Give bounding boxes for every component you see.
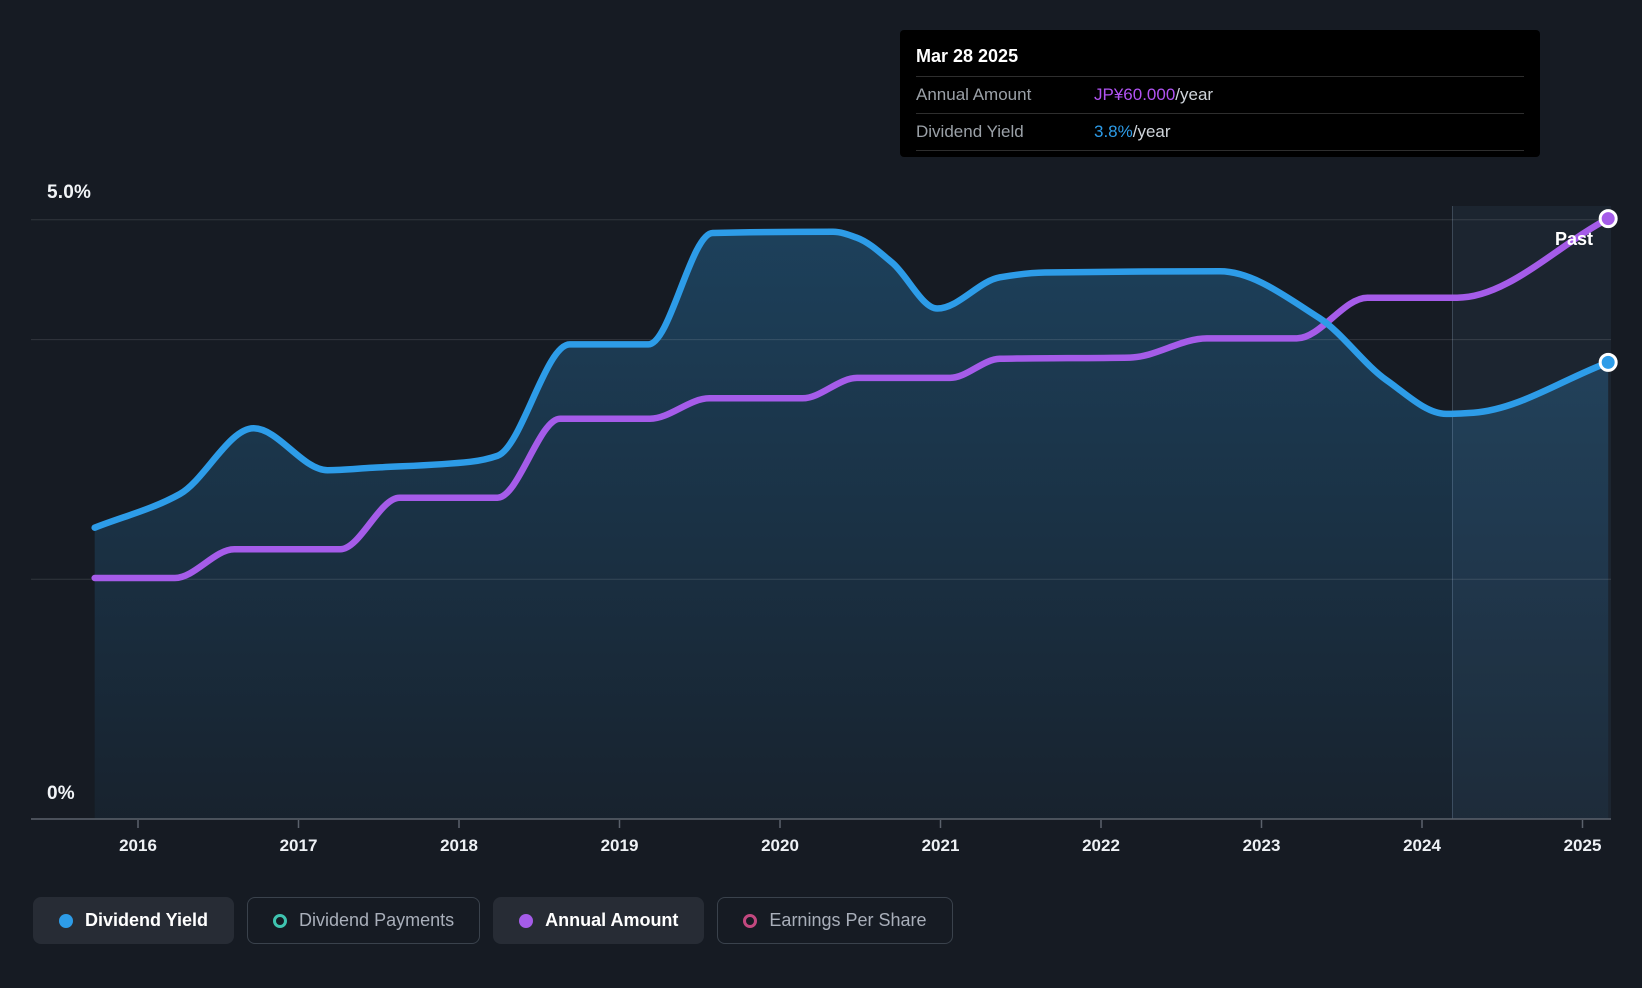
legend-label: Dividend Yield (85, 910, 209, 930)
legend-label: Earnings Per Share (769, 910, 927, 930)
annual-amount-line (91, 215, 1612, 582)
legend-chip-dividend-payments[interactable]: Dividend Payments (247, 897, 481, 944)
legend-label: Annual Amount (545, 910, 679, 930)
x-axis-label-2018: 2018 (440, 836, 478, 855)
tooltip-label: Dividend Yield (916, 122, 1024, 141)
dividend-yield-end-marker (1598, 352, 1618, 372)
tooltip-value-suffix: /year (1132, 122, 1171, 141)
dividend-yield-line (91, 228, 1612, 531)
dot-marker-icon (519, 913, 534, 928)
tooltip-row-annual-amount: Annual Amount JP¥60.000/year (916, 77, 1524, 114)
legend-label: Dividend Payments (299, 910, 455, 930)
y-axis-label-bottom: 0% (47, 783, 75, 804)
x-axis-label-2023: 2023 (1242, 836, 1281, 855)
dividend-yield-area (94, 231, 1609, 820)
x-axis-label-2017: 2017 (279, 836, 318, 855)
legend-chip-earnings-per-share[interactable]: Earnings Per Share (717, 897, 953, 944)
ring-marker-icon (743, 913, 758, 928)
legend-chip-dividend-yield[interactable]: Dividend Yield (33, 897, 235, 944)
past-region (1452, 206, 1611, 819)
chart-legend: Dividend Yield Dividend Payments Annual Am… (33, 897, 953, 944)
tooltip-value-suffix: /year (1175, 85, 1214, 104)
x-axis-label-2025: 2025 (1563, 836, 1602, 855)
x-axis-label-2024: 2024 (1403, 836, 1441, 855)
x-axis-label-2022: 2022 (1082, 836, 1120, 855)
tooltip-value: 3.8% (1094, 122, 1133, 141)
x-axis-label-2016: 2016 (119, 836, 157, 855)
y-axis-label-top: 5.0% (47, 182, 92, 203)
tooltip-row-dividend-yield: Dividend Yield 3.8%/year (916, 114, 1524, 151)
annual-amount-end-marker (1598, 209, 1618, 229)
chart-tooltip: Mar 28 2025 Annual Amount JP¥60.000/year D… (900, 30, 1540, 157)
legend-chip-annual-amount[interactable]: Annual Amount (493, 897, 705, 944)
ring-marker-icon (273, 913, 288, 928)
x-axis-label-2020: 2020 (761, 836, 799, 855)
x-axis-label-2019: 2019 (600, 836, 639, 855)
tooltip-date: Mar 28 2025 (916, 42, 1524, 77)
dot-marker-icon (59, 913, 73, 928)
tooltip-label: Annual Amount (916, 85, 1032, 104)
x-axis-label-2021: 2021 (921, 836, 960, 855)
tooltip-value: JP¥60.000 (1094, 85, 1176, 104)
past-region-label: Past (1554, 229, 1593, 249)
